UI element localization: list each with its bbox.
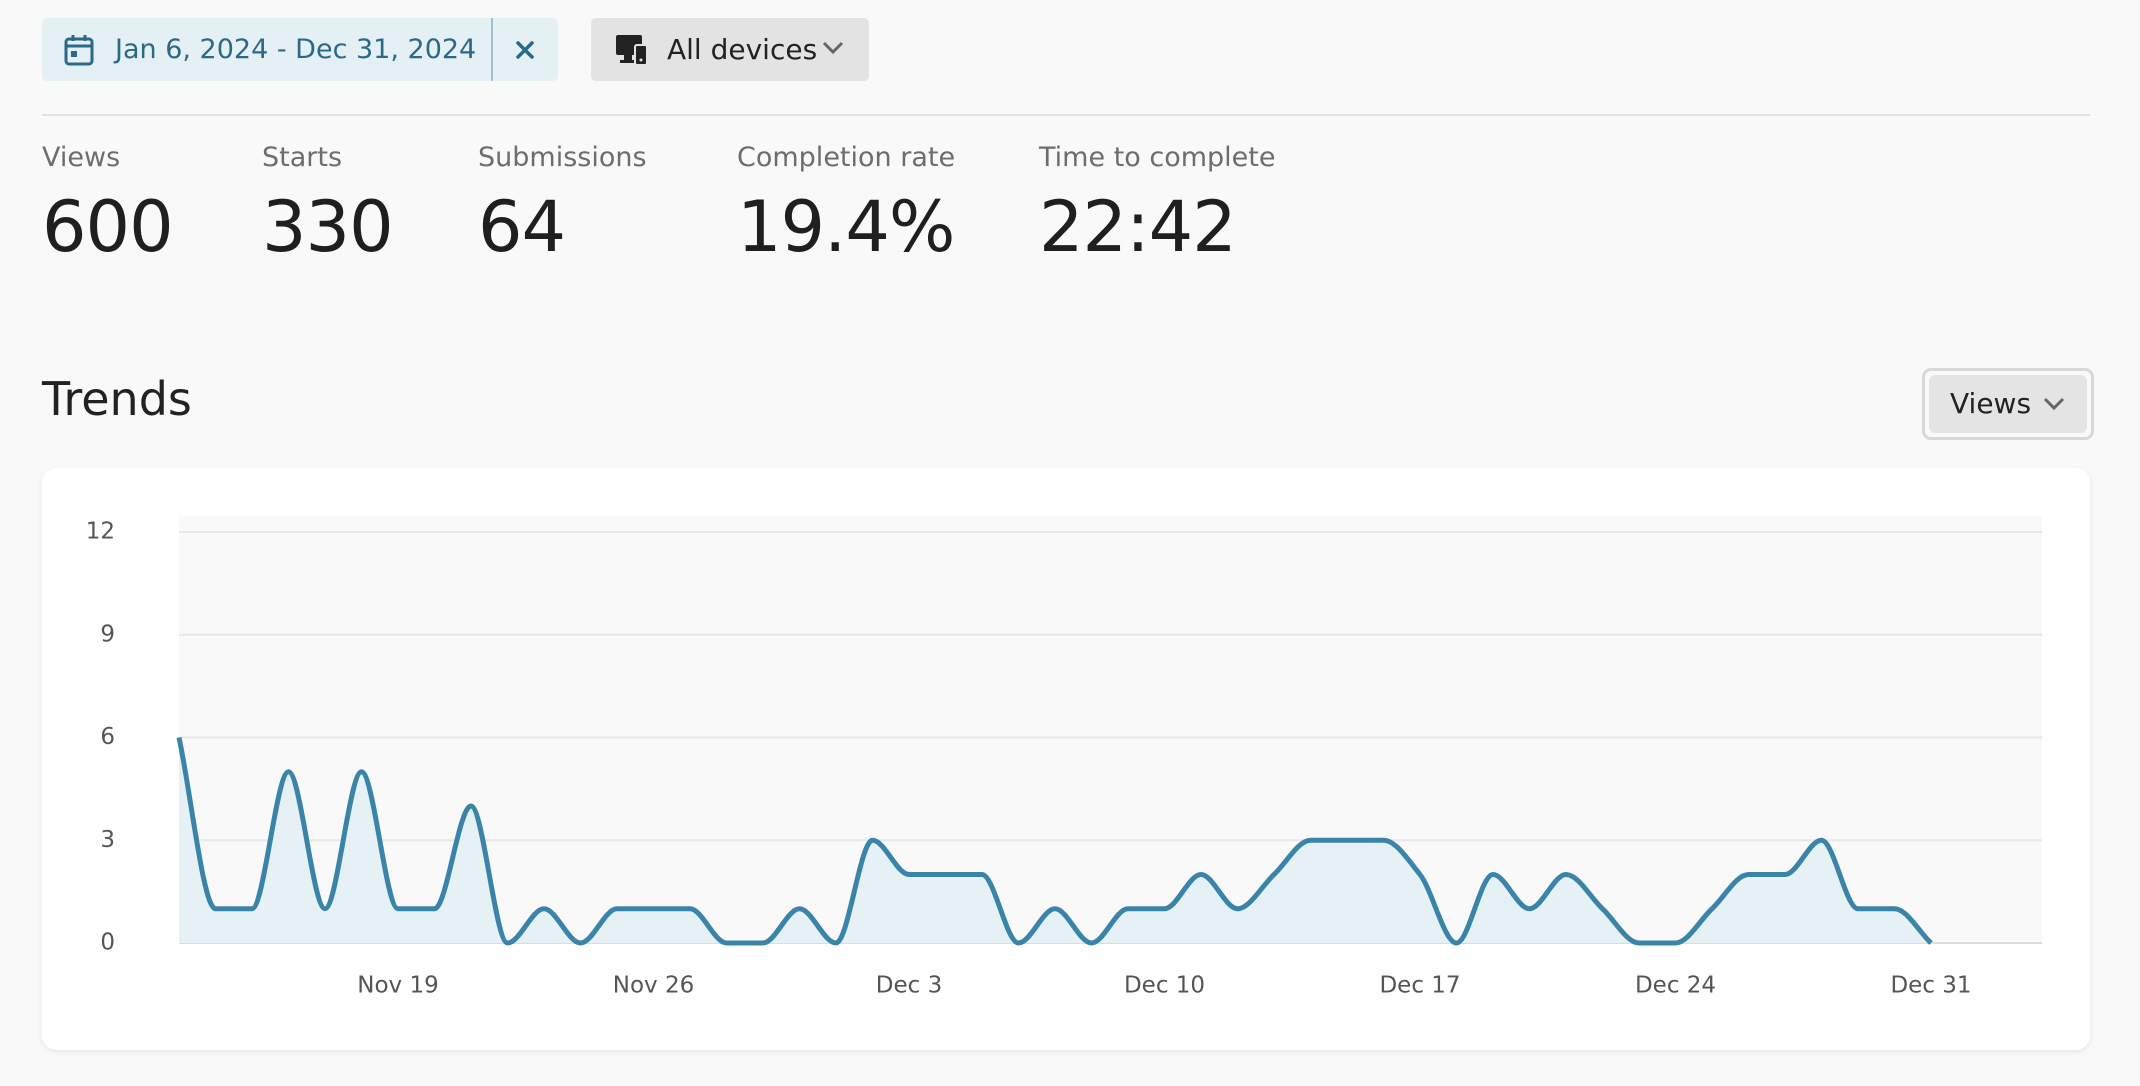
x-tick-label: Dec 17 (1379, 973, 1460, 999)
section-title: Trends (42, 372, 192, 426)
devices: All devices (667, 33, 818, 66)
x-tick-label: Dec 31 (1890, 973, 1971, 999)
x-tick-label: Nov 26 (613, 973, 694, 999)
divider (42, 114, 2090, 116)
device-icon (616, 35, 648, 66)
metric-value: 19.4% (737, 186, 955, 268)
metric-label: Starts (262, 142, 343, 173)
x-tick-label: Nov 19 (357, 973, 438, 999)
metric-value: 64 (478, 186, 566, 268)
metric-value: 330 (262, 186, 394, 268)
chevron (2043, 397, 2065, 411)
x-tick-label: Dec 10 (1124, 973, 1205, 999)
y-tick-label: 6 (100, 724, 115, 750)
metric-label: Views (42, 142, 121, 173)
area (179, 737, 1931, 943)
x-tick-label: Dec 3 (876, 973, 942, 999)
chevron (822, 41, 844, 55)
metric-label: Completion rate (737, 142, 956, 173)
metric-value: 22:42 (1039, 186, 1237, 268)
metric-select-focus (1922, 368, 2094, 440)
metric-select[interactable] (1929, 375, 2087, 433)
clear-button[interactable] (513, 38, 537, 62)
y-tick-label: 3 (100, 827, 115, 853)
y-tick-label: 9 (100, 621, 115, 647)
date-filter[interactable] (42, 18, 558, 81)
separator (491, 18, 493, 81)
y-tick-label: 12 (86, 519, 115, 545)
metric-label: Time to complete (1039, 142, 1276, 173)
metric-label: Submissions (478, 142, 647, 173)
date-range: Jan 6, 2024 - Dec 31, 2024 (115, 34, 477, 65)
y-tick-label: 0 (100, 930, 115, 956)
x-tick-label: Dec 24 (1635, 973, 1716, 999)
metric-select-label: Views (1950, 387, 2032, 420)
line (176, 736, 1933, 946)
metric-value: 600 (42, 186, 174, 268)
calendar-icon (64, 35, 94, 66)
